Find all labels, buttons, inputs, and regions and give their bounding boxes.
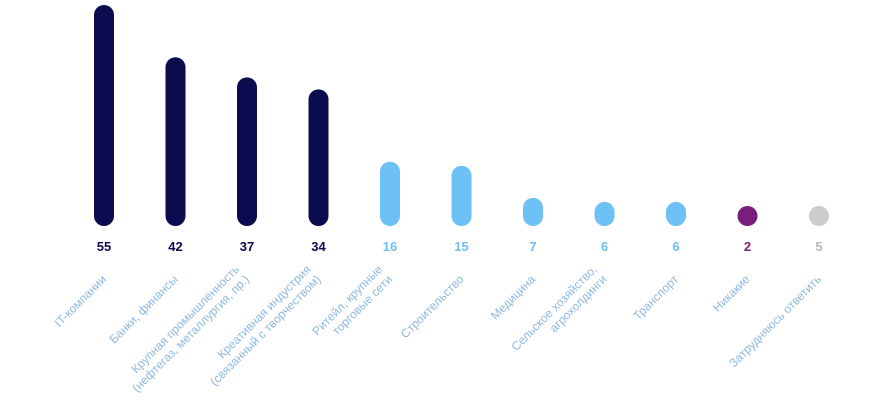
- bar-1: [94, 5, 114, 226]
- category-label-7: Медицина: [488, 272, 539, 323]
- category-label-line: IT-компании: [51, 272, 109, 330]
- category-label-10: Никакие: [710, 272, 753, 315]
- value-label-5: 16: [383, 239, 397, 254]
- category-label-line: Транспорт: [630, 272, 681, 323]
- value-label-4: 34: [311, 239, 326, 254]
- bar-3: [237, 77, 257, 226]
- bar-10: [737, 206, 758, 226]
- category-label-line: Сельское хозяйство,: [508, 262, 599, 353]
- value-label-7: 7: [529, 239, 536, 254]
- bar-8: [594, 201, 615, 226]
- bar-6: [451, 165, 472, 226]
- value-label-10: 2: [744, 239, 751, 254]
- value-label-11: 5: [815, 239, 822, 254]
- bar-9: [666, 201, 686, 226]
- category-label-3: Крупная промышленность(нефтегаз, металлу…: [128, 262, 252, 395]
- bar-11: [809, 205, 829, 226]
- bar-2: [165, 57, 186, 227]
- value-label-9: 6: [672, 239, 679, 254]
- bar-5: [380, 161, 400, 226]
- value-label-3: 37: [240, 239, 254, 254]
- bar-4: [308, 89, 329, 226]
- value-label-8: 6: [601, 239, 608, 254]
- category-label-line: Строительство: [398, 272, 467, 341]
- category-label-line: Никакие: [710, 272, 753, 315]
- value-label-2: 42: [168, 239, 182, 254]
- category-label-line: Медицина: [488, 272, 539, 323]
- value-label-1: 55: [97, 239, 111, 254]
- bar-7: [523, 197, 543, 226]
- value-label-6: 15: [454, 239, 468, 254]
- category-label-9: Транспорт: [630, 272, 681, 323]
- category-label-6: Строительство: [398, 272, 467, 341]
- category-label-1: IT-компании: [51, 272, 109, 330]
